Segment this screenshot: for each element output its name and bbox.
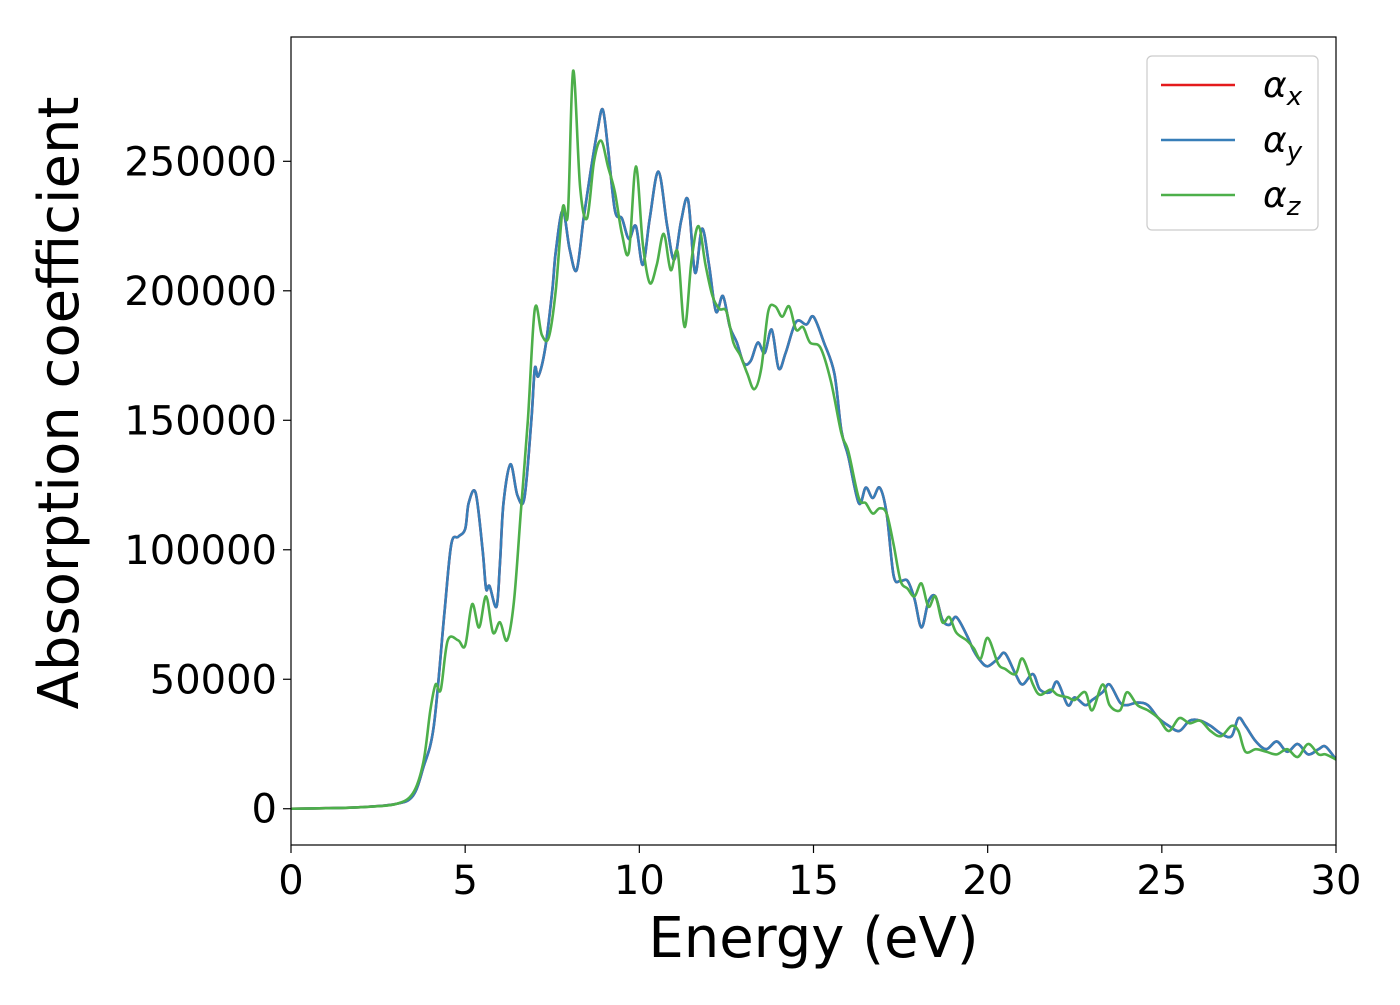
y-tick-label: 100000 xyxy=(124,528,277,574)
y-axis-label: Absorption coefficient xyxy=(27,97,92,710)
legend-label-y: αy xyxy=(1263,120,1303,167)
x-tick-label: 20 xyxy=(962,858,1013,904)
series-line-alpha_y xyxy=(291,107,1336,811)
legend-subscript: x xyxy=(1286,82,1303,112)
x-axis-label: Energy (eV) xyxy=(648,906,978,971)
x-axis: 0 5 10 15 20 25 30 xyxy=(278,845,1361,904)
legend-symbol: α xyxy=(1263,65,1287,106)
legend-label-x: αx xyxy=(1263,65,1303,112)
legend-symbol: α xyxy=(1263,175,1287,216)
series-line-alpha_z xyxy=(291,69,1336,811)
legend-label-z: αz xyxy=(1263,175,1302,222)
legend-subscript: y xyxy=(1286,137,1303,167)
x-tick-label: 25 xyxy=(1136,858,1187,904)
y-tick-label: 50000 xyxy=(150,657,277,703)
y-tick-label: 200000 xyxy=(124,269,277,315)
x-tick-label: 30 xyxy=(1311,858,1362,904)
y-tick-label: 250000 xyxy=(124,139,277,185)
x-tick-label: 10 xyxy=(614,858,665,904)
y-tick-label: 150000 xyxy=(124,398,277,444)
x-tick-label: 0 xyxy=(278,858,303,904)
legend-box xyxy=(1146,55,1319,231)
legend-subscript: z xyxy=(1286,192,1302,222)
legend-symbol: α xyxy=(1263,120,1287,161)
series-layer xyxy=(291,69,1336,811)
y-tick-label: 0 xyxy=(252,787,277,833)
x-tick-label: 5 xyxy=(452,858,477,904)
y-axis: 0 50000 100000 150000 200000 250000 xyxy=(124,139,291,833)
x-tick-label: 15 xyxy=(788,858,839,904)
